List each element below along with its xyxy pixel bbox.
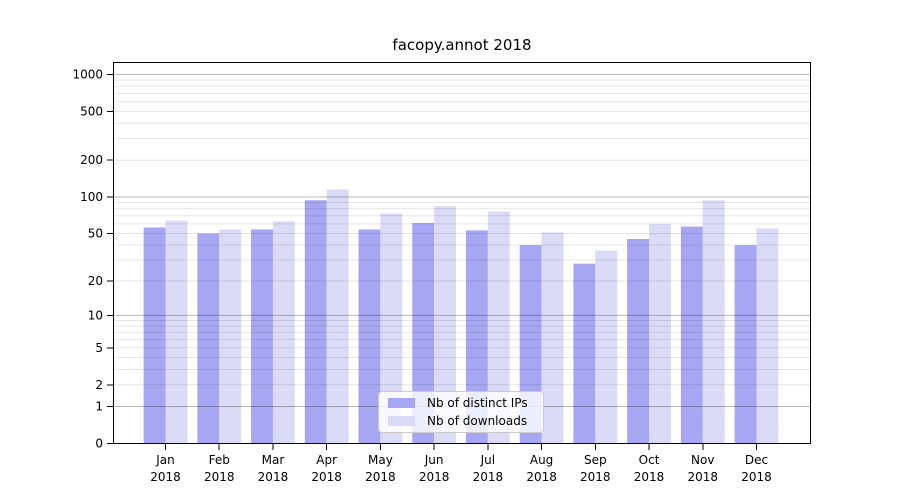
x-tick-label-year-Apr: 2018 xyxy=(311,470,342,484)
plot-border xyxy=(113,62,811,444)
bar-dl-Mar xyxy=(272,221,295,444)
x-tick-label-year-Mar: 2018 xyxy=(258,470,289,484)
x-tick-label-year-Oct: 2018 xyxy=(634,470,665,484)
bar-dl-Apr xyxy=(326,189,349,444)
bar-ips-Sep xyxy=(573,263,596,444)
x-tick-label-month-Sep: Sep xyxy=(584,453,607,467)
bar-ips-Jan xyxy=(143,227,166,444)
bar-dl-Jun xyxy=(434,206,457,444)
bar-ips-Apr xyxy=(304,200,327,444)
x-tick-label-year-Feb: 2018 xyxy=(204,470,235,484)
bar-ips-Oct xyxy=(627,238,650,444)
y-tick-label-1: 1 xyxy=(95,399,103,413)
bar-ips-Feb xyxy=(197,233,220,444)
x-tick-label-month-Jul: Jul xyxy=(480,453,495,467)
x-tick-label-month-May: May xyxy=(368,453,393,467)
bar-ips-Jun xyxy=(412,223,435,444)
x-axis: Jan 2018 Feb 2018 Mar 2018 Apr 2018 May 2018 Jun 20… xyxy=(150,443,772,484)
gridlines-minor xyxy=(113,79,811,386)
x-tick-label-year-Nov: 2018 xyxy=(687,470,718,484)
x-tick-label-year-Jun: 2018 xyxy=(419,470,450,484)
bar-dl-Nov xyxy=(702,200,725,444)
bar-dl-May xyxy=(380,213,403,444)
x-tick-label-year-May: 2018 xyxy=(365,470,396,484)
y-tick-label-2: 2 xyxy=(95,378,103,392)
x-tick-label-month-Jun: Jun xyxy=(424,453,444,467)
legend: Nb of distinct IPs Nb of downloads xyxy=(378,391,544,433)
y-tick-label-100: 100 xyxy=(80,190,103,204)
bar-dl-Jan xyxy=(165,220,188,444)
bars-downloads xyxy=(165,189,779,444)
x-tick-label-month-Dec: Dec xyxy=(745,453,768,467)
x-tick-label-month-Aug: Aug xyxy=(530,453,553,467)
x-tick-label-year-Jul: 2018 xyxy=(473,470,504,484)
bar-ips-Dec xyxy=(734,245,757,444)
x-tick-label-year-Jan: 2018 xyxy=(150,470,181,484)
bar-dl-Oct xyxy=(649,223,671,444)
x-tick-label-year-Aug: 2018 xyxy=(526,470,557,484)
bar-dl-Sep xyxy=(595,250,618,444)
legend-item-downloads: Nb of downloads xyxy=(388,414,534,429)
x-tick-label-month-Oct: Oct xyxy=(639,453,660,467)
y-tick-label-50: 50 xyxy=(88,226,103,240)
legend-label-distinct-ips: Nb of distinct IPs xyxy=(427,395,528,410)
bar-ips-Mar xyxy=(251,229,273,444)
x-tick-label-month-Nov: Nov xyxy=(691,453,714,467)
bar-dl-Aug xyxy=(541,232,564,444)
bar-dl-Jul xyxy=(487,211,510,444)
y-tick-label-200: 200 xyxy=(80,153,103,167)
y-tick-label-10: 10 xyxy=(88,308,103,322)
y-tick-label-0: 0 xyxy=(95,437,103,451)
x-tick-label-year-Dec: 2018 xyxy=(741,470,772,484)
chart-title: facopy.annot 2018 xyxy=(392,36,532,54)
legend-label-downloads: Nb of downloads xyxy=(427,413,528,428)
bar-dl-Feb xyxy=(219,229,242,444)
y-tick-label-5: 5 xyxy=(95,341,103,355)
x-tick-label-month-Apr: Apr xyxy=(316,453,337,467)
y-tick-label-20: 20 xyxy=(88,274,103,288)
x-tick-label-month-Mar: Mar xyxy=(262,453,285,467)
bar-dl-Dec xyxy=(756,228,779,444)
x-tick-label-year-Sep: 2018 xyxy=(580,470,611,484)
y-tick-label-1000: 1000 xyxy=(72,67,103,81)
legend-item-distinct-ips: Nb of distinct IPs xyxy=(388,396,534,411)
x-tick-label-month-Jan: Jan xyxy=(155,453,175,467)
bar-ips-May xyxy=(358,229,381,444)
bars xyxy=(143,189,779,444)
bar-ips-Jul xyxy=(465,230,488,444)
x-tick-label-month-Feb: Feb xyxy=(209,453,230,467)
bars-distinct-ips xyxy=(143,200,757,444)
y-tick-label-500: 500 xyxy=(80,104,103,118)
legend-swatch-distinct-ips xyxy=(388,398,415,408)
legend-swatch-downloads xyxy=(388,416,415,426)
bar-ips-Nov xyxy=(680,226,703,444)
y-axis: 0 1 2 5 10 20 50 100 200 500 1000 xyxy=(72,67,114,451)
